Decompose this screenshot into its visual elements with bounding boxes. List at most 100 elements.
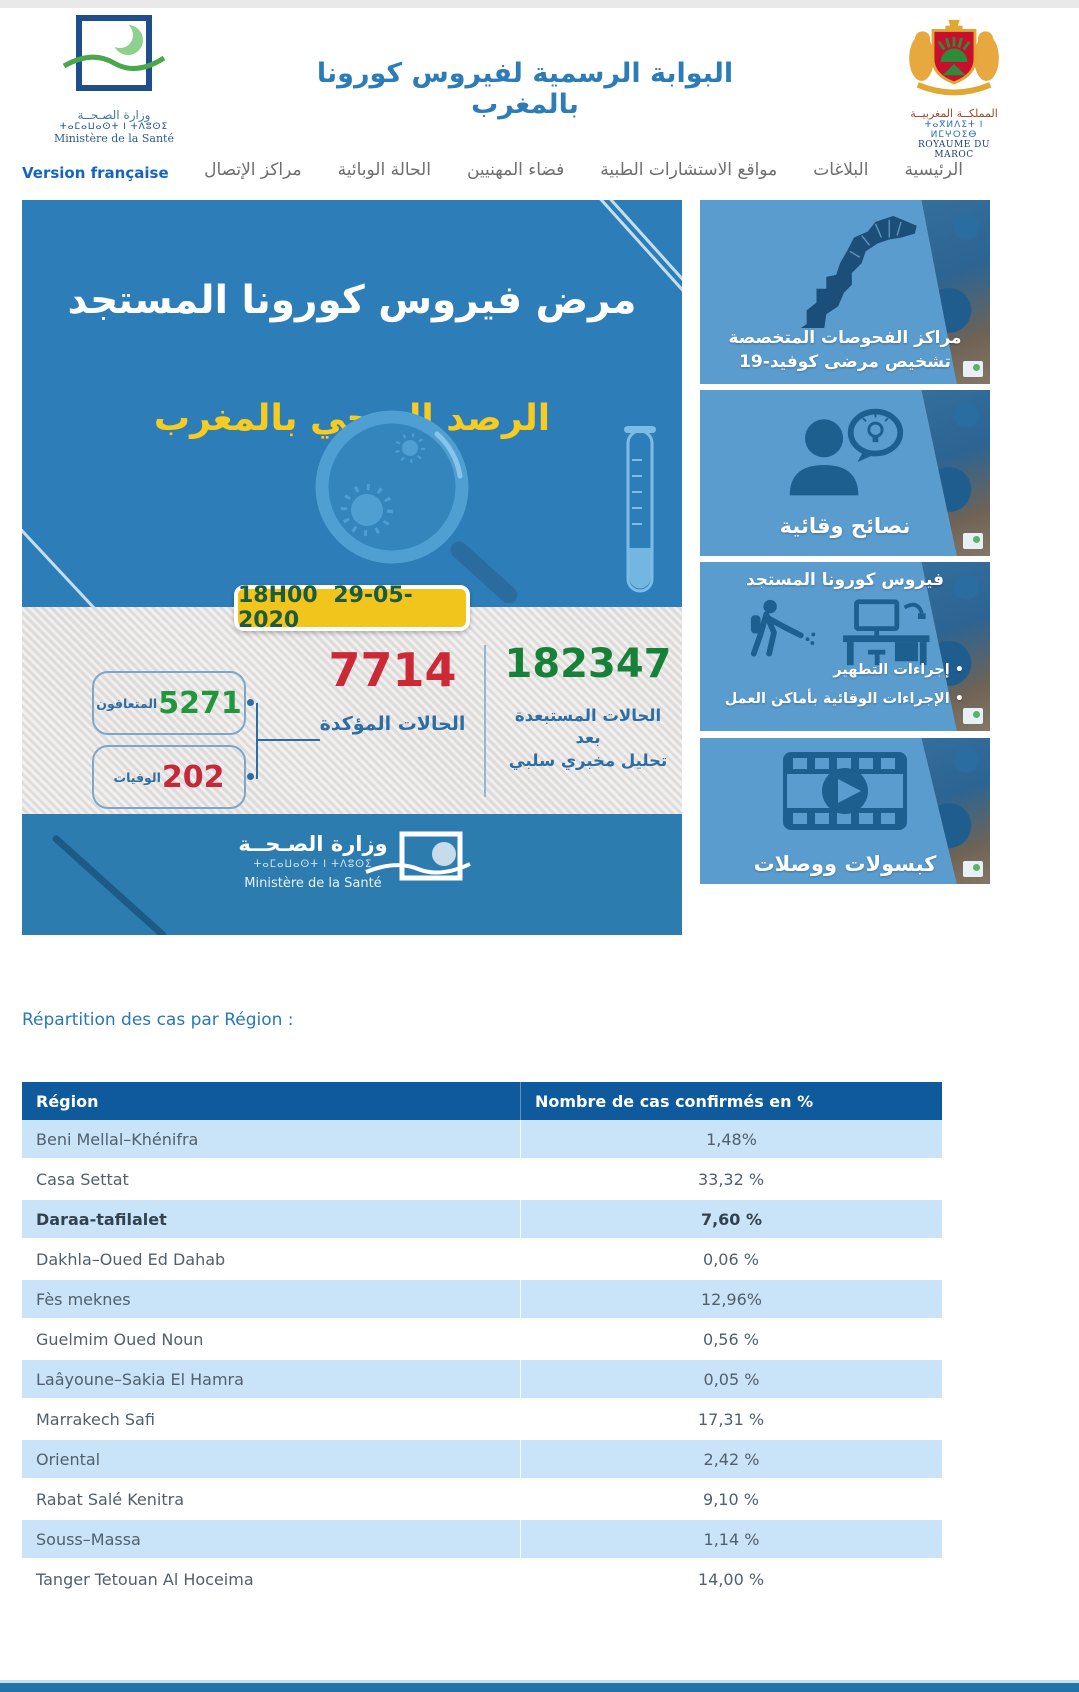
banner-footer-logo: وزارة الصـحــة ⵜⴰⵎⴰⵡⴰⵙⵜ ⵏ ⵜⴷⵓⵙⵉ Ministèr… xyxy=(22,831,682,892)
region-percent: 9,10 % xyxy=(703,1489,759,1509)
bullet-workplace-preventive-measures: الإجراءات الوقائية بأماكن العمل xyxy=(725,691,964,707)
kingdom-coat-of-arms: المملكــة المغربيــة ⵜⴰⴳⵍⴷⵉⵜ ⵏ ⵍⵎⵖⵔⵉⴱ RO… xyxy=(900,18,1008,160)
nav-item-communiques[interactable]: البلاغات xyxy=(813,160,869,180)
film-play-icon xyxy=(700,748,990,840)
table-row: Oriental 2,42 % xyxy=(22,1440,942,1480)
table-row: Tanger Tetouan Al Hoceima 14,00 % xyxy=(22,1560,942,1600)
nav-item-home[interactable]: الرئيسية xyxy=(904,160,963,180)
table-row: Laâyoune–Sakia El Hamra 0,05 % xyxy=(22,1360,942,1400)
deaths-box: 202 الوفيات xyxy=(92,745,246,809)
mini-ministry-logo xyxy=(963,361,983,377)
banner-footer-logo-icon xyxy=(364,831,471,892)
confirmed-cases-block: 7714 الحالات المؤكدة xyxy=(310,643,475,735)
region-name: Guelmim Oued Noun xyxy=(36,1329,204,1349)
confirmed-count: 7714 xyxy=(328,643,457,697)
card-preventive-advice-title: نصائح وقائية xyxy=(779,514,911,538)
connector-dot-bottom xyxy=(247,773,254,780)
card-disinfection[interactable]: فيروس كورونا المستجد إجراءات التطهير xyxy=(700,562,990,731)
region-table: Région Nombre de cas confirmés en % Beni… xyxy=(22,1082,942,1600)
region-percent: 7,60 % xyxy=(520,1200,942,1238)
footer-bar xyxy=(0,1683,1079,1692)
table-row: Souss–Massa 1,14 % xyxy=(22,1520,942,1560)
region-percent: 17,31 % xyxy=(697,1409,765,1429)
disinfection-icons xyxy=(700,596,990,672)
region-name: Dakhla–Oued Ed Dahab xyxy=(36,1249,226,1269)
banner-footer-logo-tifinagh: ⵜⴰⵎⴰⵡⴰⵙⵜ ⵏ ⵜⴷⵓⵙⵉ xyxy=(253,859,373,870)
excluded-label: الحالات المستبعدة بعد تحليل مخبري سلبي xyxy=(500,705,676,772)
morocco-map-icon xyxy=(700,212,990,334)
report-timestamp-badge: 18H00 29-05-2020 xyxy=(234,583,470,633)
region-name: Souss–Massa xyxy=(36,1529,141,1549)
recovered-label: المتعافون xyxy=(96,695,158,711)
kingdom-french: ROYAUME DU MAROC xyxy=(918,140,990,160)
excluded-label-line2: تحليل مخبري سلبي xyxy=(508,750,668,770)
column-header-region: Région xyxy=(36,1091,99,1111)
coat-of-arms-icon xyxy=(906,19,1002,106)
banner-title-line1: مرض فيروس كورونا المستجد xyxy=(67,278,637,323)
region-percent: 0,06 % xyxy=(703,1249,759,1269)
french-version-link[interactable]: Version française xyxy=(22,164,169,182)
excluded-label-line1: الحالات المستبعدة بعد xyxy=(514,706,662,748)
table-row: Rabat Salé Kenitra 9,10 % xyxy=(22,1480,942,1520)
ministry-logo-french: Ministère de la Santé xyxy=(54,132,174,145)
card-disinfection-title: فيروس كورونا المستجد xyxy=(745,570,945,590)
card-video-capsules[interactable]: كبسولات ووصلات xyxy=(700,738,990,884)
connector-dot-top xyxy=(247,699,254,706)
table-row: Daraa-tafilalet 7,60 % xyxy=(22,1200,942,1240)
connector-horizontal-line xyxy=(258,739,320,741)
nav-item-epidemic-situation[interactable]: الحالة الوبائية xyxy=(337,160,431,180)
region-name: Casa Settat xyxy=(36,1169,129,1189)
covid-banner: مرض فيروس كورونا المستجد الرصد الصحي بال… xyxy=(22,200,682,935)
region-percent: 1,48% xyxy=(520,1120,942,1158)
region-name: Beni Mellal–Khénifra xyxy=(36,1129,199,1149)
ministry-logo-tifinagh: ⵜⴰⵎⴰⵡⴰⵙⵜ ⵏ ⵜⴷⵓⵙⵉ xyxy=(59,122,169,132)
main-nav: الرئيسية البلاغات مواقع الاستشارات الطبي… xyxy=(204,160,963,180)
ministry-logo-arabic: وزارة الصـحــة xyxy=(77,108,151,122)
disinfection-bullets: إجراءات التطهير الإجراءات الوقائية بأماك… xyxy=(725,662,964,720)
confirmed-label: الحالات المؤكدة xyxy=(319,713,466,735)
banner-footer: وزارة الصـحــة ⵜⴰⵎⴰⵡⴰⵙⵜ ⵏ ⵜⴷⵓⵙⵉ Ministèr… xyxy=(22,814,682,935)
table-row: Marrakech Safi 17,31 % xyxy=(22,1400,942,1440)
nav-item-professionals-space[interactable]: فضاء المهنيين xyxy=(466,160,565,180)
deaths-count: 202 xyxy=(161,759,225,795)
card-testing-centers[interactable]: مراكز الفحوصات المتخصصة تشخيص مرضى كوفيد… xyxy=(700,200,990,384)
region-percent: 0,05 % xyxy=(520,1360,942,1398)
kingdom-arabic: المملكــة المغربيــة xyxy=(910,107,998,120)
top-strip xyxy=(0,0,1079,8)
recovered-box: 5271 المتعافون xyxy=(92,671,246,735)
region-name: Laâyoune–Sakia El Hamra xyxy=(36,1369,244,1389)
region-percent: 12,96% xyxy=(520,1280,942,1318)
card-testing-centers-title-line1: مراكز الفحوصات المتخصصة xyxy=(728,328,962,348)
region-percent: 33,32 % xyxy=(697,1169,765,1189)
stats-divider xyxy=(484,645,486,797)
excluded-cases-block: 182347 الحالات المستبعدة بعد تحليل مخبري… xyxy=(500,641,676,772)
excluded-count: 182347 xyxy=(504,641,672,687)
table-row: Casa Settat 33,32 % xyxy=(22,1160,942,1200)
table-row: Beni Mellal–Khénifra 1,48% xyxy=(22,1120,942,1160)
region-name: Oriental xyxy=(36,1449,101,1469)
region-section-heading: Répartition des cas par Région : xyxy=(22,1010,294,1030)
region-name: Rabat Salé Kenitra xyxy=(36,1489,185,1509)
page-title: البوابة الرسمية لفيروس كورونا بالمغرب xyxy=(316,58,734,120)
ministry-logo-icon xyxy=(62,15,166,106)
region-name: Fès meknes xyxy=(36,1289,131,1309)
table-row: Fès meknes 12,96% xyxy=(22,1280,942,1320)
table-row: Dakhla–Oued Ed Dahab 0,06 % xyxy=(22,1240,942,1280)
nav-item-call-centers[interactable]: مراكز الإتصال xyxy=(204,160,302,180)
region-table-header: Région Nombre de cas confirmés en % xyxy=(22,1082,942,1120)
bullet-disinfection-procedures: إجراءات التطهير xyxy=(725,662,964,678)
decor-diagonal-bottom-left xyxy=(22,486,113,607)
mini-ministry-logo xyxy=(963,708,983,724)
banner-hero: مرض فيروس كورونا المستجد الرصد الصحي بال… xyxy=(22,200,682,607)
region-percent: 1,14 % xyxy=(520,1520,942,1558)
nav-item-medical-consultation-sites[interactable]: مواقع الاستشارات الطبية xyxy=(600,160,778,180)
region-percent: 2,42 % xyxy=(520,1440,942,1478)
mini-ministry-logo xyxy=(963,533,983,549)
region-name: Tanger Tetouan Al Hoceima xyxy=(36,1569,254,1589)
banner-footer-logo-french: Ministère de la Santé xyxy=(244,876,382,891)
table-row: Guelmim Oued Noun 0,56 % xyxy=(22,1320,942,1360)
deaths-label: الوفيات xyxy=(113,769,161,785)
card-preventive-advice[interactable]: نصائح وقائية xyxy=(700,390,990,556)
card-testing-centers-title-line2: تشخيص مرضى كوفيد-19 xyxy=(739,352,951,372)
